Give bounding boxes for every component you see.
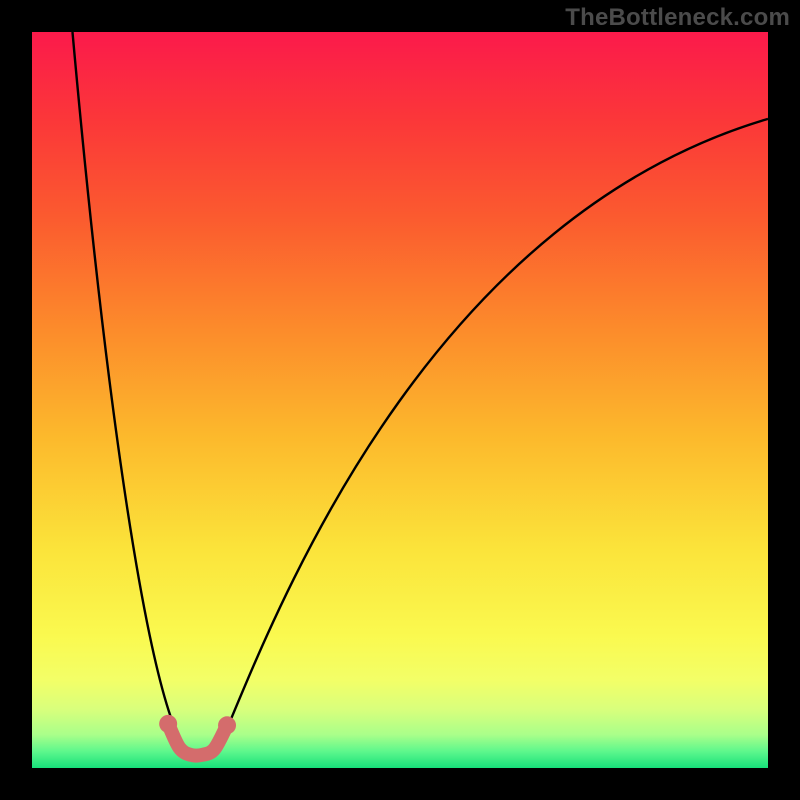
trough-end-dot [159, 715, 177, 733]
trough-end-dot [218, 716, 236, 734]
chart-stage: TheBottleneck.com [0, 0, 800, 800]
watermark-text: TheBottleneck.com [565, 4, 790, 32]
chart-svg [0, 0, 800, 800]
